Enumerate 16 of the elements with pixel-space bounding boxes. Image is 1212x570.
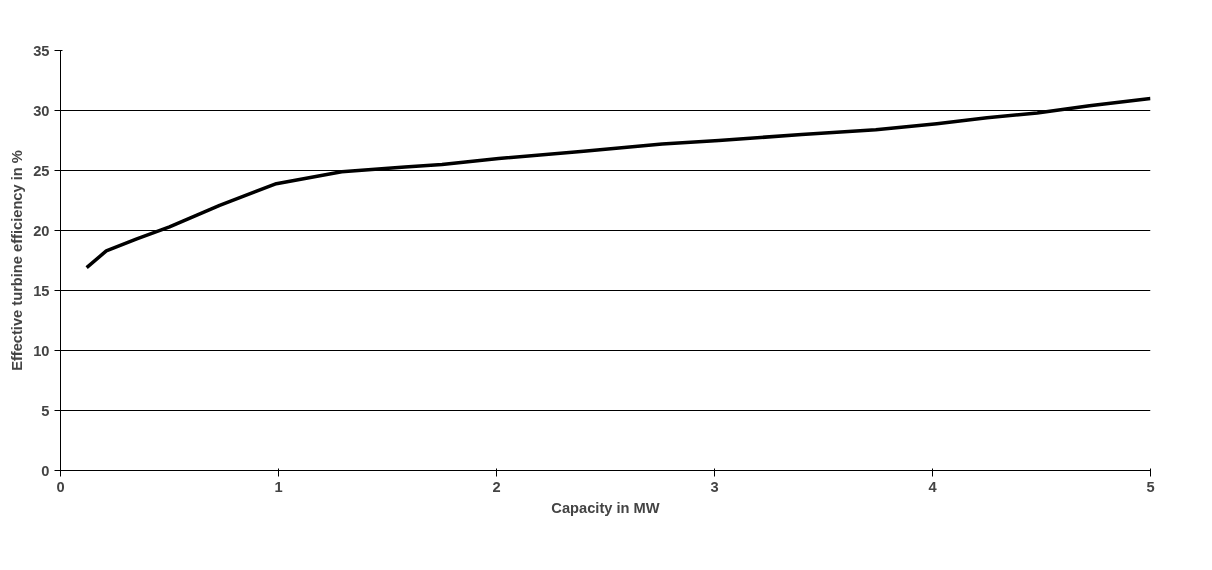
y-tick-label: 10 [33,342,50,359]
y-tick-label: 20 [33,222,50,239]
x-tick-label: 3 [710,478,719,495]
y-axis-title: Effective turbine efficiency in % [9,150,26,371]
y-tick-label: 30 [33,102,50,119]
x-axis-title: Capacity in MW [551,499,660,516]
x-tick-label: 4 [928,478,938,495]
x-tick-label: 5 [1146,478,1155,495]
x-tick-label: 2 [492,478,501,495]
y-tick-label: 35 [33,42,50,59]
y-tick-label: 0 [41,462,50,479]
x-tick-label: 1 [274,478,283,495]
x-tick-label: 0 [56,478,65,495]
y-tick-label: 5 [41,402,50,419]
y-tick-label: 15 [33,282,50,299]
y-tick-label: 25 [33,162,50,179]
